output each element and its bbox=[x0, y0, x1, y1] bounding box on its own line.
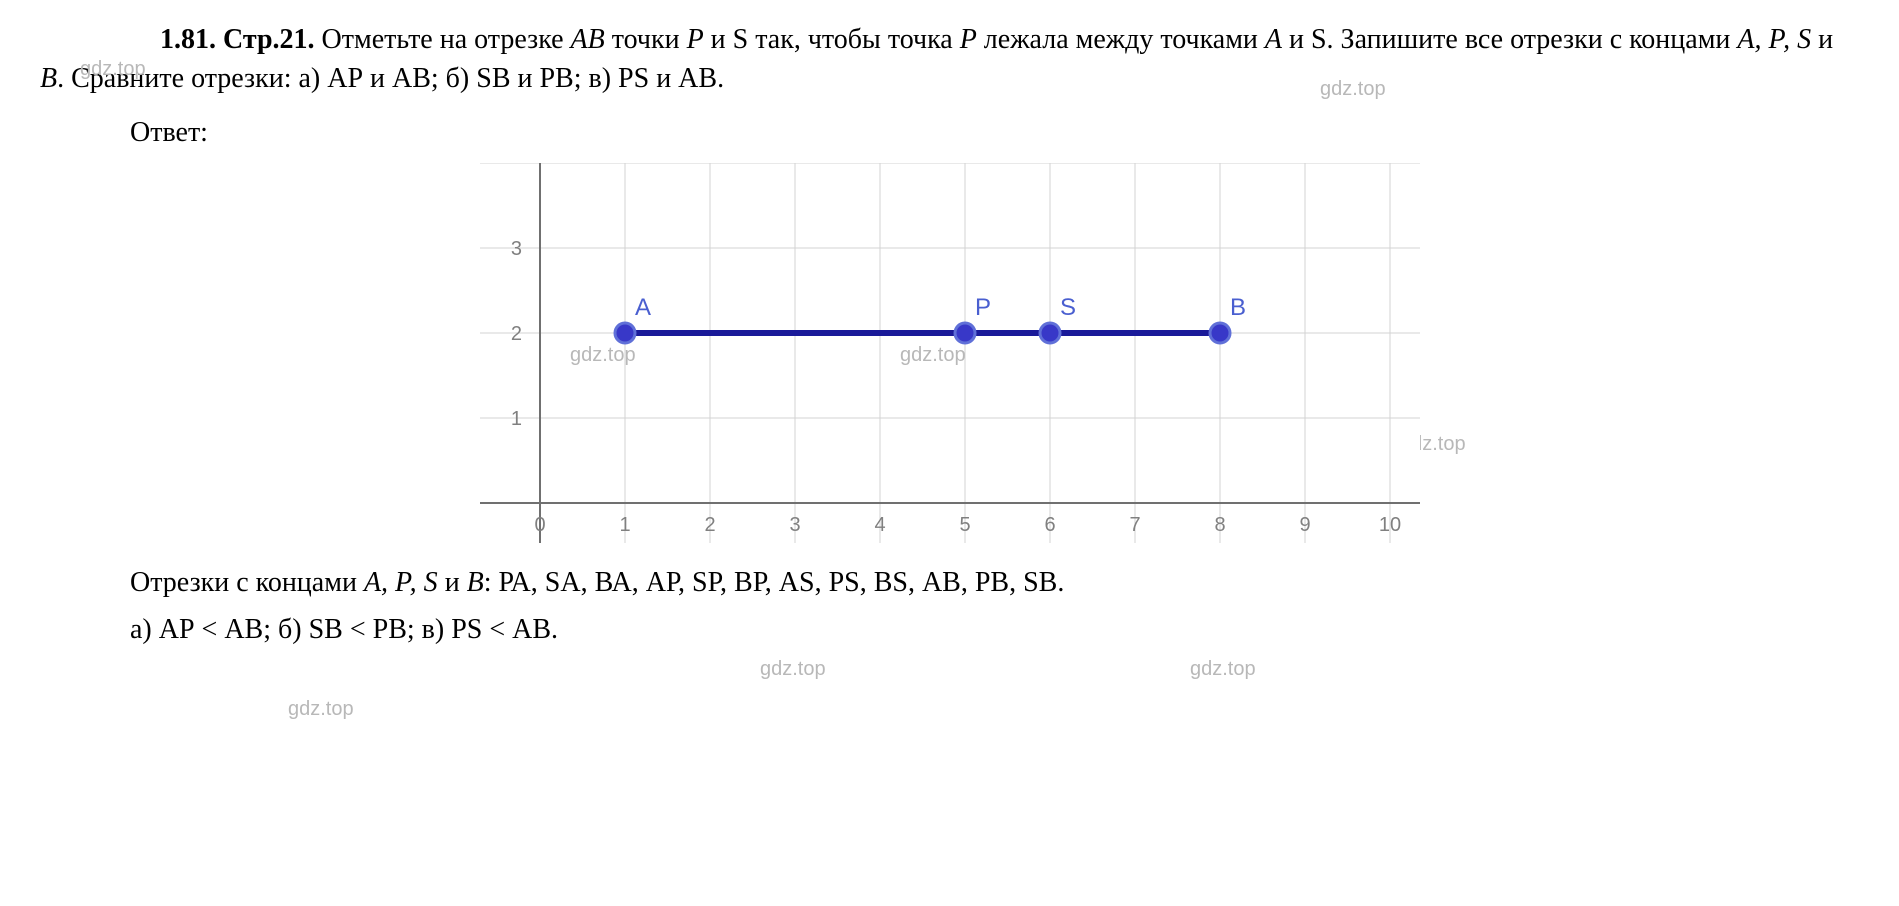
point-p: Р bbox=[687, 24, 704, 55]
svg-text:6: 6 bbox=[1044, 514, 1055, 536]
watermark: gdz.top bbox=[80, 55, 146, 83]
problem-statement: 1.81. Стр.21. Отметьте на отрезке АВ точ… bbox=[40, 20, 1859, 98]
svg-text:7: 7 bbox=[1129, 514, 1140, 536]
svg-text:P: P bbox=[975, 294, 991, 321]
watermark: gdz.top bbox=[288, 695, 354, 723]
svg-text:1: 1 bbox=[619, 514, 630, 536]
segments-b: В bbox=[467, 567, 484, 598]
problem-number: 1.81. bbox=[160, 24, 216, 55]
segments-and: и bbox=[438, 567, 467, 598]
svg-text:9: 9 bbox=[1299, 514, 1310, 536]
svg-text:gdz.top: gdz.top bbox=[900, 344, 966, 366]
svg-text:10: 10 bbox=[1378, 514, 1400, 536]
svg-text:3: 3 bbox=[789, 514, 800, 536]
answer-segments-line: Отрезки с концами А, Р, S и В: РА, SA, В… bbox=[130, 563, 1859, 602]
svg-text:2: 2 bbox=[510, 323, 521, 345]
svg-text:8: 8 bbox=[1214, 514, 1225, 536]
watermark: gdz.top bbox=[1190, 655, 1256, 683]
segment-ab: АВ bbox=[571, 24, 605, 55]
problem-text-5: и S. Запишите все отрезки с концами bbox=[1282, 24, 1737, 55]
segments-pts: А, Р, S bbox=[364, 567, 438, 598]
point-b: В bbox=[40, 63, 57, 94]
point-a: А bbox=[1265, 24, 1282, 55]
svg-text:S: S bbox=[1060, 294, 1076, 321]
coordinate-chart: 0 1 2 3 4 5 6 7 8 9 10 1 2 3 A P S Bgdz.top gdz.top bbox=[480, 163, 1420, 543]
problem-text-2: точки bbox=[605, 24, 687, 55]
answer-comparison: а) АР < АВ; б) SB < РВ; в) PS < АВ. bbox=[130, 610, 1859, 649]
answer-label: Ответ: bbox=[130, 113, 1859, 152]
problem-text-4: лежала между точками bbox=[977, 24, 1265, 55]
problem-text-7: . Сравните отрезки: а) АР и АВ; б) SB и … bbox=[57, 63, 724, 94]
svg-text:3: 3 bbox=[510, 238, 521, 260]
point-p2: Р bbox=[960, 24, 977, 55]
watermark: gdz.top bbox=[760, 655, 826, 683]
segments-list: : РА, SA, ВА, АР, SP, ВР, AS, PS, BS, АВ… bbox=[484, 567, 1065, 598]
svg-text:5: 5 bbox=[959, 514, 970, 536]
watermark: gdz.top bbox=[1320, 75, 1386, 103]
page-reference: Стр.21. bbox=[223, 24, 315, 55]
problem-text-3: и S так, чтобы точка bbox=[704, 24, 960, 55]
svg-text:0: 0 bbox=[534, 514, 545, 536]
problem-text-6: и bbox=[1811, 24, 1833, 55]
svg-text:2: 2 bbox=[704, 514, 715, 536]
points-aps: А, Р, S bbox=[1737, 24, 1811, 55]
svg-text:1: 1 bbox=[510, 408, 521, 430]
svg-text:B: B bbox=[1230, 294, 1246, 321]
svg-text:4: 4 bbox=[874, 514, 885, 536]
svg-text:gdz.top: gdz.top bbox=[570, 344, 636, 366]
segments-prefix: Отрезки с концами bbox=[130, 567, 364, 598]
svg-text:A: A bbox=[635, 294, 651, 321]
problem-text-1: Отметьте на отрезке bbox=[315, 24, 571, 55]
